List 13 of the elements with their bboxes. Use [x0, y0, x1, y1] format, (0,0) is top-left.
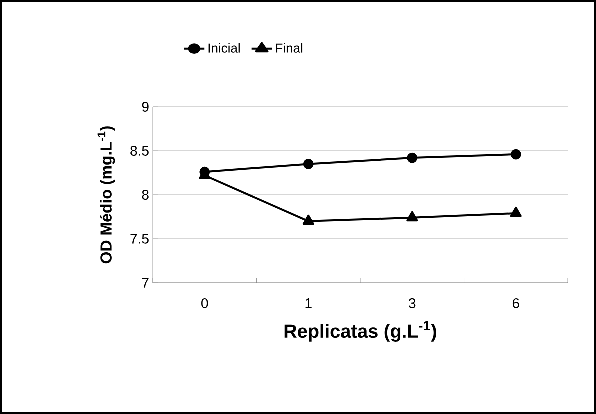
legend-label: Final: [276, 43, 303, 53]
y-tick-label: 7.5: [130, 234, 149, 244]
y-tick-label: 8: [142, 190, 149, 200]
y-axis-title: OD Médio (mg.L$^{-1}$): [98, 126, 116, 264]
x-tick-label: 3: [409, 298, 416, 308]
y-tick-label: 7: [142, 278, 149, 288]
y-tick-label: 8.5: [130, 146, 149, 156]
x-tick-label: 0: [202, 298, 208, 308]
y-tick-label: 9: [142, 102, 149, 112]
x-tick-label: 1: [306, 298, 312, 308]
x-axis-title: Replicatas (g.L$^{-1}$): [284, 321, 436, 342]
x-tick-label: 6: [512, 298, 520, 308]
legend-label: Inicial: [208, 43, 240, 53]
